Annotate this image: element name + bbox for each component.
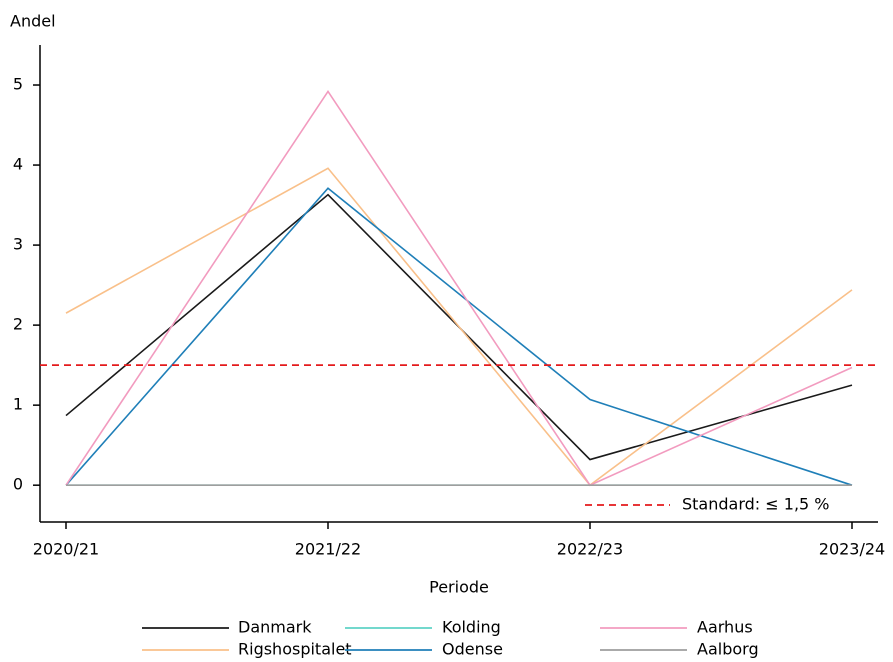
x-tick-label: 2023/24 [819,540,885,559]
legend-label: Odense [442,640,503,659]
series-line [65,167,853,487]
series-line [65,89,853,487]
y-tick-label: 0 [13,475,23,494]
y-tick-label: 1 [13,395,23,414]
x-tick-label: 2022/23 [557,540,623,559]
y-axis-label: Andel [10,12,56,31]
legend-label: Danmark [238,618,312,637]
legend-label: Aalborg [697,640,759,659]
y-tick-label: 3 [13,235,23,254]
series-line [65,187,853,486]
y-tick-label: 2 [13,315,23,334]
legend-label: Rigshospitalet [238,640,352,659]
y-tick-label: 4 [13,155,23,174]
legend-label: Aarhus [697,618,753,637]
x-axis-label: Periode [429,578,489,597]
reference-label: Standard: ≤ 1,5 % [682,495,830,514]
x-tick-label: 2020/21 [33,540,99,559]
x-tick-label: 2021/22 [295,540,361,559]
y-tick-label: 5 [13,75,23,94]
legend-label: Kolding [442,618,501,637]
